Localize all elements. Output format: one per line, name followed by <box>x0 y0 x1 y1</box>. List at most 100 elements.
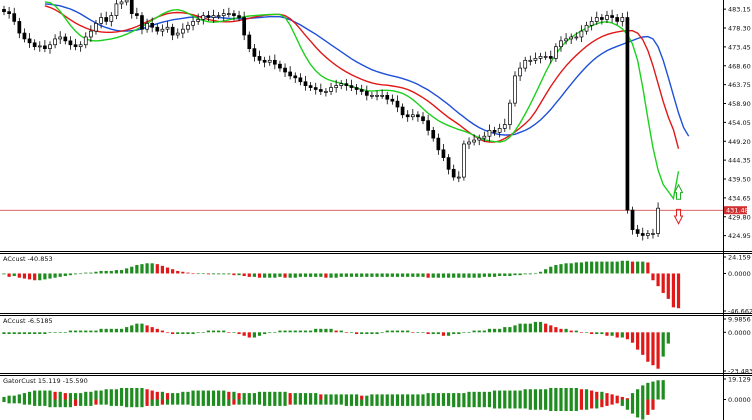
gator-bar-upper <box>354 394 359 400</box>
gator-bar-upper <box>344 394 348 400</box>
histogram-bar <box>462 332 466 333</box>
histogram-bar <box>569 330 573 333</box>
arrow-down-icon <box>673 208 684 225</box>
histogram-bar <box>27 332 32 335</box>
panel-title: GatorCust 15.119 -15.590 <box>3 377 88 385</box>
histogram-bar <box>651 332 655 366</box>
histogram-bar <box>319 273 323 277</box>
histogram-bar <box>140 264 144 274</box>
candle-body <box>400 106 405 116</box>
candle-body <box>186 24 190 30</box>
histogram-bar <box>232 332 236 333</box>
candle-body <box>625 17 630 211</box>
gator-bar-upper <box>140 387 144 400</box>
gator-bar-upper <box>273 391 277 400</box>
gator-bar-upper <box>314 393 318 400</box>
candle-body <box>584 24 589 32</box>
gator-bar-lower <box>523 399 527 409</box>
candle-body <box>135 13 139 16</box>
histogram-bar <box>293 330 297 333</box>
histogram-bar <box>595 332 599 335</box>
histogram-bar <box>191 273 195 275</box>
candle-body <box>385 94 390 100</box>
gator-bar-lower <box>43 399 47 406</box>
ac-oscillator-panel-2: ACcust -6.5185 9.9856 0.0000 -23.4834 <box>2 316 752 376</box>
candle-body <box>191 21 195 26</box>
gator-bar-upper <box>247 393 251 400</box>
gator-bar-lower <box>268 399 272 406</box>
candle-body <box>502 124 507 129</box>
gator-bar-lower <box>605 399 609 406</box>
gator-bar-lower <box>579 399 584 410</box>
gator-bar-upper <box>217 390 221 400</box>
gator-bar-upper <box>38 390 42 400</box>
gator-bar-lower <box>360 399 364 406</box>
histogram-bar <box>457 332 461 335</box>
candle-body <box>221 13 226 16</box>
histogram-bar <box>309 330 313 333</box>
gator-bar-upper <box>457 393 461 400</box>
gator-bar-upper <box>477 391 481 400</box>
histogram-bar <box>462 273 466 278</box>
gator-bar-lower <box>48 399 52 408</box>
gator-bar-upper <box>288 393 292 400</box>
candle-body <box>298 77 303 83</box>
gator-bar-lower <box>549 399 553 412</box>
gator-bar-upper <box>579 389 584 400</box>
histogram-bar <box>630 332 635 343</box>
histogram-bar <box>452 332 456 335</box>
gator-bar-lower <box>227 399 231 406</box>
gator-bar-upper <box>584 389 589 400</box>
histogram-bar <box>303 330 308 333</box>
gator-bar-upper <box>641 385 645 400</box>
histogram-bar <box>176 332 180 335</box>
histogram-bar <box>165 332 170 333</box>
histogram-bar <box>206 330 210 333</box>
gator-bar-upper <box>380 394 384 400</box>
gator-bar-upper <box>569 387 573 400</box>
gator-bar-upper <box>206 390 210 400</box>
histogram-bar <box>104 328 108 333</box>
histogram-bar <box>191 332 195 335</box>
histogram-bar <box>620 332 624 338</box>
gator-bar-upper <box>84 391 88 400</box>
gator-bar-upper <box>360 395 364 400</box>
candle-body <box>395 100 400 108</box>
gator-bar-lower <box>314 399 318 405</box>
histogram-bar <box>661 273 665 293</box>
gator-bar-lower <box>400 399 405 406</box>
gator-bar-upper <box>452 393 456 400</box>
candle-body <box>232 13 236 16</box>
histogram-bar <box>523 273 527 275</box>
gator-bar-upper <box>94 390 98 400</box>
histogram-bar <box>298 330 302 333</box>
gator-bar-lower <box>89 399 93 406</box>
gator-bar-lower <box>176 399 180 405</box>
histogram-bar <box>590 332 594 335</box>
candle-body <box>257 56 262 61</box>
histogram-bar <box>406 273 410 277</box>
gator-bar-lower <box>206 399 210 406</box>
histogram-bar <box>217 273 221 275</box>
histogram-bar <box>538 321 543 333</box>
histogram-bar <box>268 332 272 333</box>
histogram-bar <box>2 332 6 335</box>
histogram-bar <box>503 273 507 277</box>
gator-bar-lower <box>68 399 73 408</box>
histogram-bar <box>140 323 144 333</box>
histogram-bar <box>574 330 578 333</box>
gator-bar-lower <box>339 399 343 405</box>
candle-body <box>37 45 42 48</box>
histogram-bar <box>273 332 277 333</box>
gator-bar-lower <box>324 399 328 405</box>
gator-bar-upper <box>426 393 430 400</box>
gator-bar-lower <box>63 399 67 408</box>
histogram-bar <box>43 273 47 280</box>
gator-bar-lower <box>155 399 159 406</box>
gator-bar-upper <box>329 394 333 400</box>
histogram-bar <box>400 273 405 277</box>
gator-bar-lower <box>595 399 599 409</box>
gator-bar-lower <box>518 399 522 409</box>
candle-body <box>78 44 83 48</box>
histogram-bar <box>109 270 113 274</box>
